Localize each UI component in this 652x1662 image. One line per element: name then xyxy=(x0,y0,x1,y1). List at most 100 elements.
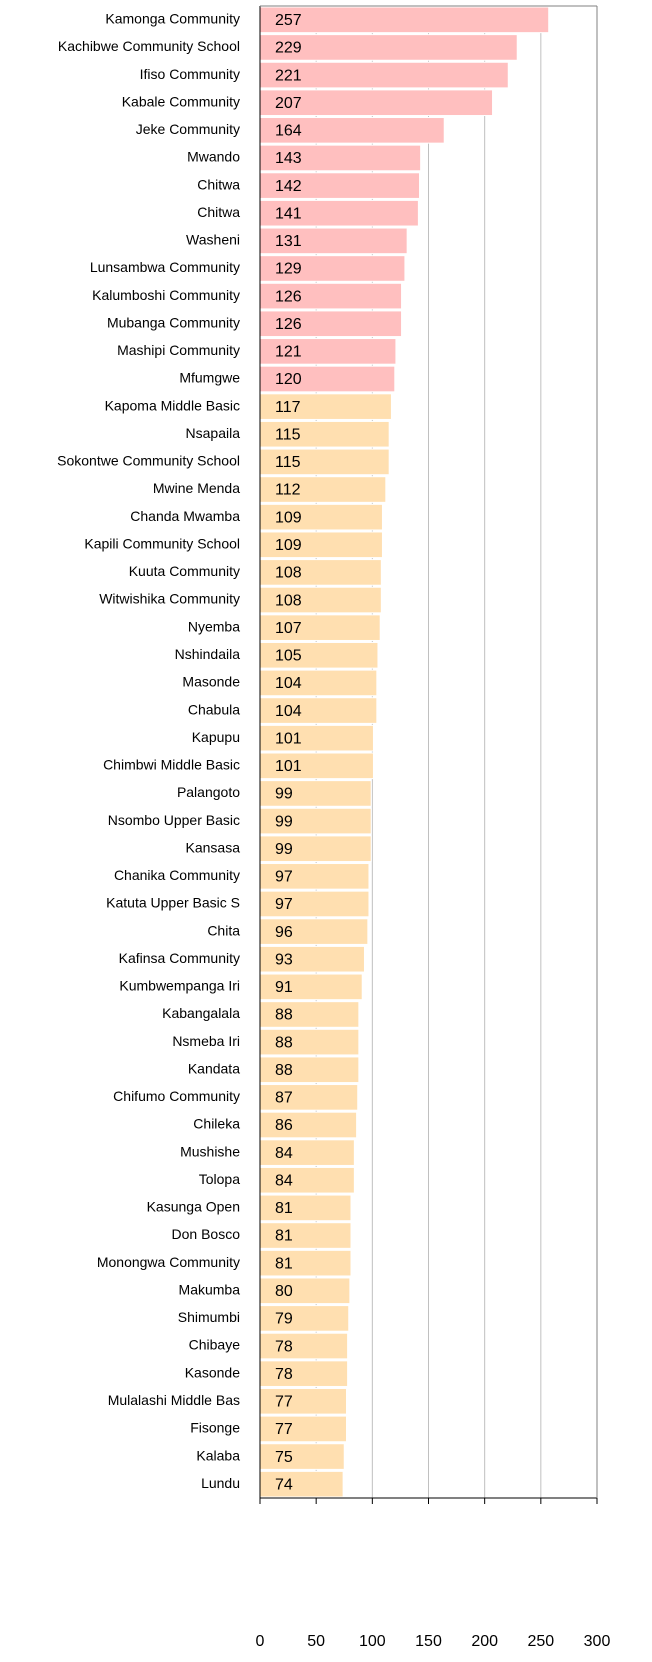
bar xyxy=(259,669,378,697)
bar xyxy=(259,89,494,117)
bar xyxy=(259,448,390,476)
value-label: 99 xyxy=(275,786,293,803)
value-label: 143 xyxy=(275,150,302,167)
y-tick-label: Chitwa xyxy=(197,176,240,192)
bar xyxy=(259,1111,358,1139)
value-label: 84 xyxy=(275,1145,293,1162)
value-label: 74 xyxy=(275,1476,293,1493)
y-tick-label: Monongwa Community xyxy=(97,1254,240,1270)
value-label: 87 xyxy=(275,1090,293,1107)
bar xyxy=(259,1194,352,1222)
bar xyxy=(259,1028,360,1056)
bar xyxy=(259,34,518,61)
value-label: 99 xyxy=(275,841,293,858)
value-label: 81 xyxy=(275,1200,293,1217)
value-label: 101 xyxy=(275,730,302,747)
bar xyxy=(259,310,403,338)
bar xyxy=(259,199,419,227)
bar xyxy=(259,420,390,448)
y-tick-label: Kandata xyxy=(188,1060,240,1076)
y-tick-label: Kafinsa Community xyxy=(119,950,240,966)
value-label: 142 xyxy=(275,178,302,195)
bar xyxy=(259,1360,349,1387)
bar xyxy=(259,614,381,641)
y-tick-label: Lunsambwa Community xyxy=(90,259,240,275)
value-label: 117 xyxy=(275,399,301,416)
y-tick-label: Nsombo Upper Basic xyxy=(108,812,240,828)
value-label: 126 xyxy=(275,316,302,333)
bar xyxy=(259,255,406,282)
bar xyxy=(259,1084,359,1111)
value-label: 105 xyxy=(275,648,302,665)
y-tick-label: Chabula xyxy=(188,701,240,717)
y-tick-label: Mwando xyxy=(187,149,240,165)
value-label: 120 xyxy=(275,371,302,388)
y-tick-label: Kamonga Community xyxy=(105,11,240,27)
bar xyxy=(259,476,387,503)
y-tick-label: Jeke Community xyxy=(136,121,240,137)
bar xyxy=(259,365,396,393)
value-label: 75 xyxy=(275,1449,293,1466)
y-tick-label: Kachibwe Community School xyxy=(58,38,240,54)
y-tick-label: Tolopa xyxy=(199,1171,240,1187)
y-tick-label: Kasonde xyxy=(185,1364,240,1380)
y-tick-label: Kapili Community School xyxy=(84,535,240,551)
y-tick-label: Mubanga Community xyxy=(107,314,240,330)
y-tick-label: Washeni xyxy=(186,232,240,248)
y-tick-label: Kuuta Community xyxy=(129,563,240,579)
value-label: 101 xyxy=(275,758,302,775)
value-label: 126 xyxy=(275,288,302,305)
x-tick-label: 300 xyxy=(584,1633,611,1650)
y-tick-label: Mulalashi Middle Bas xyxy=(108,1392,240,1408)
value-label: 78 xyxy=(275,1366,293,1383)
bar xyxy=(259,144,422,172)
value-label: 109 xyxy=(275,509,302,526)
value-label: 121 xyxy=(275,344,302,361)
bar xyxy=(259,1277,351,1305)
bar xyxy=(259,780,372,807)
value-label: 108 xyxy=(275,565,302,582)
value-label: 88 xyxy=(275,1062,293,1079)
bar xyxy=(259,1222,352,1249)
y-tick-label: Katuta Upper Basic S xyxy=(106,895,240,911)
y-tick-label: Fisonge xyxy=(190,1420,240,1436)
value-label: 77 xyxy=(275,1394,293,1411)
y-tick-label: Chita xyxy=(207,922,240,938)
value-label: 207 xyxy=(275,95,302,112)
bar xyxy=(259,1139,355,1166)
y-tick-label: Don Bosco xyxy=(172,1226,241,1242)
value-label: 97 xyxy=(275,869,293,886)
value-label: 141 xyxy=(275,205,302,222)
value-label: 81 xyxy=(275,1228,293,1245)
value-label: 81 xyxy=(275,1255,293,1272)
value-label: 108 xyxy=(275,592,302,609)
value-label: 96 xyxy=(275,924,293,941)
bar xyxy=(259,1166,355,1194)
y-tick-label: Chibaye xyxy=(189,1337,241,1353)
y-tick-label: Palangoto xyxy=(177,784,240,800)
y-tick-label: Ifiso Community xyxy=(140,66,240,82)
value-label: 104 xyxy=(275,675,302,692)
y-tick-label: Nshindaila xyxy=(175,646,241,662)
value-label: 91 xyxy=(275,979,293,996)
value-label: 88 xyxy=(275,1007,293,1024)
bar xyxy=(259,227,408,255)
y-tick-label: Kansasa xyxy=(186,839,241,855)
bar xyxy=(259,1249,352,1277)
y-tick-label: Kabangalala xyxy=(162,1005,240,1021)
y-tick-label: Sokontwe Community School xyxy=(57,453,240,469)
bar xyxy=(259,1443,345,1470)
value-label: 88 xyxy=(275,1034,293,1051)
value-label: 131 xyxy=(275,233,302,250)
bar xyxy=(259,503,383,531)
y-tick-label: Kapoma Middle Basic xyxy=(105,397,240,413)
bar xyxy=(259,697,378,724)
bar xyxy=(259,586,382,614)
y-tick-label: Chitwa xyxy=(197,204,240,220)
y-tick-label: Nsapaila xyxy=(186,425,241,441)
y-tick-label: Makumba xyxy=(179,1281,241,1297)
y-tick-label: Chanda Mwamba xyxy=(130,508,240,524)
value-label: 221 xyxy=(275,67,302,84)
y-tick-label: Shimumbi xyxy=(178,1309,240,1325)
